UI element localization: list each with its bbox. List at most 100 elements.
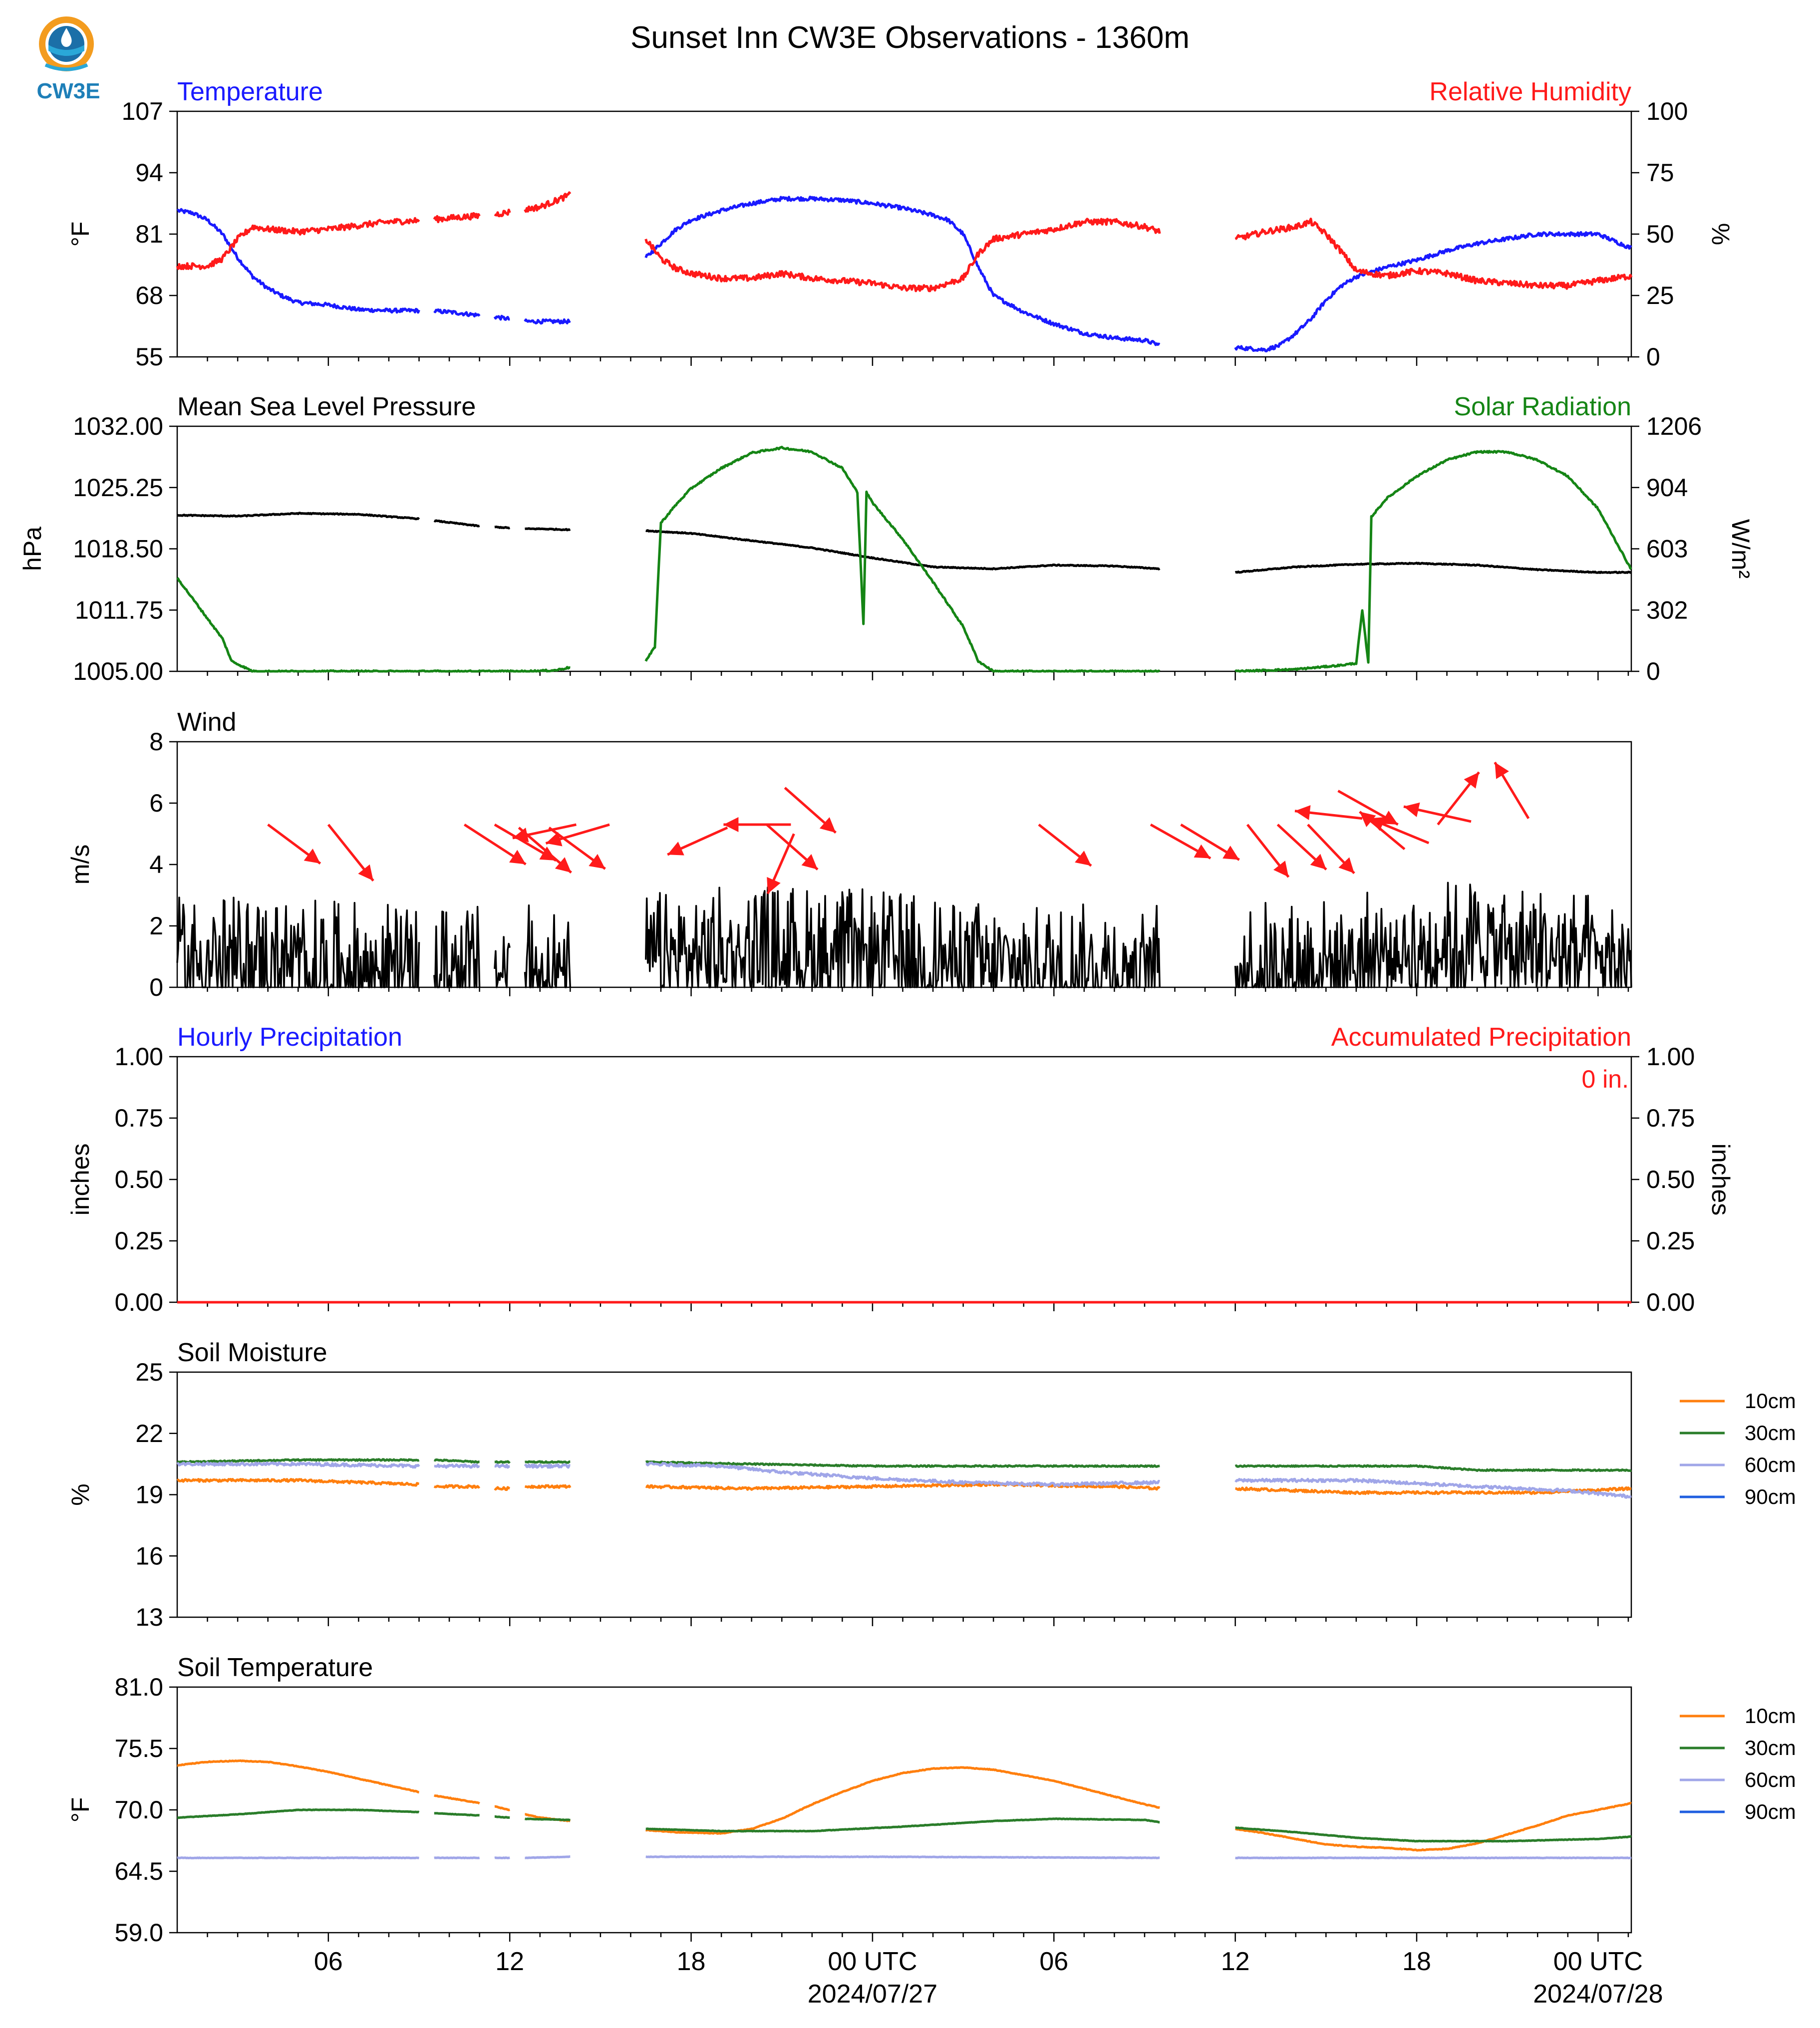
wind-arrow-head	[667, 842, 684, 856]
wind-arrow-head	[589, 854, 606, 869]
figure-title: Sunset Inn CW3E Observations - 1360m	[630, 20, 1190, 55]
y-tick-label: 22	[135, 1420, 163, 1448]
y-tick-label: 0.25	[115, 1227, 163, 1255]
plot-frame	[176, 110, 1632, 358]
y-tick-label: 0.75	[115, 1104, 163, 1132]
wind-arrow-head	[1295, 805, 1311, 820]
y-axis-label: m/s	[66, 845, 94, 885]
y-tick-label: 0	[149, 973, 163, 1001]
y-tick-label-right: 25	[1646, 282, 1674, 309]
wind-arrow-head	[555, 857, 572, 873]
y-tick-label: 2	[149, 912, 163, 940]
y-tick-label: 16	[135, 1542, 163, 1570]
y-tick-label: 55	[135, 343, 163, 371]
plot-frame	[176, 1056, 1632, 1303]
panel-title: Soil Moisture	[177, 1338, 327, 1367]
x-tick-label: 06	[1039, 1947, 1068, 1976]
wind-arrow-head	[1359, 812, 1376, 827]
legend-label: 10cm	[1745, 1704, 1796, 1728]
y-tick-label: 1.00	[115, 1043, 163, 1071]
x-date-label: 2024/07/27	[808, 1980, 937, 2009]
panel-title-right: Relative Humidity	[1429, 77, 1631, 106]
legend-label: 60cm	[1745, 1768, 1796, 1791]
wind-arrow-head	[1369, 817, 1386, 831]
y-tick-label-right: 1206	[1646, 412, 1702, 440]
y-tick-label: 4	[149, 851, 163, 878]
y-axis-label-right: W/m²	[1727, 519, 1755, 579]
y-tick-label: 70.0	[115, 1796, 163, 1824]
y-tick-label-right: 0.50	[1646, 1165, 1695, 1193]
y-tick-label: 81.0	[115, 1673, 163, 1701]
series-line-10cm	[177, 1759, 1632, 1852]
y-tick-label-right: 0	[1646, 657, 1660, 685]
wind-arrow-head	[1194, 844, 1211, 859]
wind-arrow-head	[509, 850, 526, 865]
y-tick-label: 94	[135, 159, 163, 187]
y-tick-label-right: 904	[1646, 474, 1688, 502]
wind-arrow-head	[1222, 846, 1239, 860]
y-tick-label: 1032.00	[73, 412, 163, 440]
series-line-10cm	[176, 1478, 1632, 1495]
y-tick-label-right: 603	[1646, 535, 1688, 563]
y-tick-label-right: 1.00	[1646, 1043, 1695, 1071]
panel-title-right: Accumulated Precipitation	[1331, 1023, 1631, 1052]
legend-label: 10cm	[1745, 1389, 1796, 1413]
x-tick-label: 12	[1221, 1947, 1250, 1976]
y-tick-label-right: 50	[1646, 220, 1674, 248]
y-axis-label-right: inches	[1707, 1144, 1735, 1216]
y-tick-label-right: 0	[1646, 343, 1660, 371]
wind-arrow-head	[801, 854, 818, 870]
y-tick-label: 59.0	[115, 1919, 163, 1947]
series-line-solar-radiation	[176, 446, 1632, 673]
wind-arrow-head	[1464, 772, 1479, 789]
x-tick-label: 00 UTC	[828, 1947, 917, 1976]
wind-arrow-head	[303, 849, 320, 864]
series-line-wind-speed	[176, 881, 1632, 988]
y-tick-label: 13	[135, 1603, 163, 1631]
y-tick-label-right: 0.75	[1646, 1104, 1695, 1132]
series-line-60cm	[177, 1855, 1632, 1860]
wind-arrow-head	[1381, 811, 1398, 825]
wind-arrow-head	[1310, 854, 1326, 870]
y-tick-label: 6	[149, 789, 163, 817]
x-tick-label: 06	[314, 1947, 343, 1976]
y-tick-label: 1025.25	[73, 474, 163, 502]
cw3e-logo	[29, 15, 104, 105]
y-tick-label: 75.5	[115, 1735, 163, 1762]
legend-label: 30cm	[1745, 1736, 1796, 1759]
panel-title: Temperature	[177, 77, 323, 106]
x-tick-label: 12	[495, 1947, 524, 1976]
plot-frame	[176, 1686, 1632, 1934]
series-line-relative-humidity	[176, 191, 1633, 292]
y-tick-label: 1018.50	[73, 535, 163, 563]
wind-arrow-head	[546, 832, 563, 847]
wind-arrow-head	[358, 864, 373, 881]
precip-total-annotation: 0 in.	[1581, 1065, 1629, 1093]
y-tick-label: 68	[135, 282, 163, 309]
y-tick-label: 19	[135, 1481, 163, 1509]
logo-text: CW3E	[36, 79, 100, 103]
legend-label: 90cm	[1745, 1800, 1796, 1823]
y-axis-label: °F	[66, 1797, 94, 1823]
series-line-30cm	[177, 1458, 1632, 1472]
y-axis-label-right: %	[1707, 223, 1735, 245]
y-tick-label-right: 302	[1646, 596, 1688, 624]
x-date-label: 2024/07/28	[1533, 1980, 1663, 2009]
y-tick-label-right: 0.00	[1646, 1288, 1695, 1316]
wind-arrow-head	[1338, 857, 1354, 873]
plot-frame	[176, 425, 1632, 672]
series-line-temperature	[176, 195, 1632, 352]
y-tick-label: 81	[135, 220, 163, 248]
y-tick-label: 0.00	[115, 1288, 163, 1316]
series-line-mean-sea-level-pressure	[177, 512, 1632, 575]
y-axis-label: inches	[66, 1144, 94, 1216]
wind-arrow-head	[1273, 861, 1289, 877]
legend-label: 30cm	[1745, 1421, 1796, 1445]
panel-title: Wind	[177, 708, 236, 737]
y-tick-label: 64.5	[115, 1857, 163, 1885]
wind-arrow-head	[819, 817, 836, 833]
wind-arrow-head	[1404, 802, 1420, 818]
series-line-30cm	[177, 1808, 1632, 1843]
